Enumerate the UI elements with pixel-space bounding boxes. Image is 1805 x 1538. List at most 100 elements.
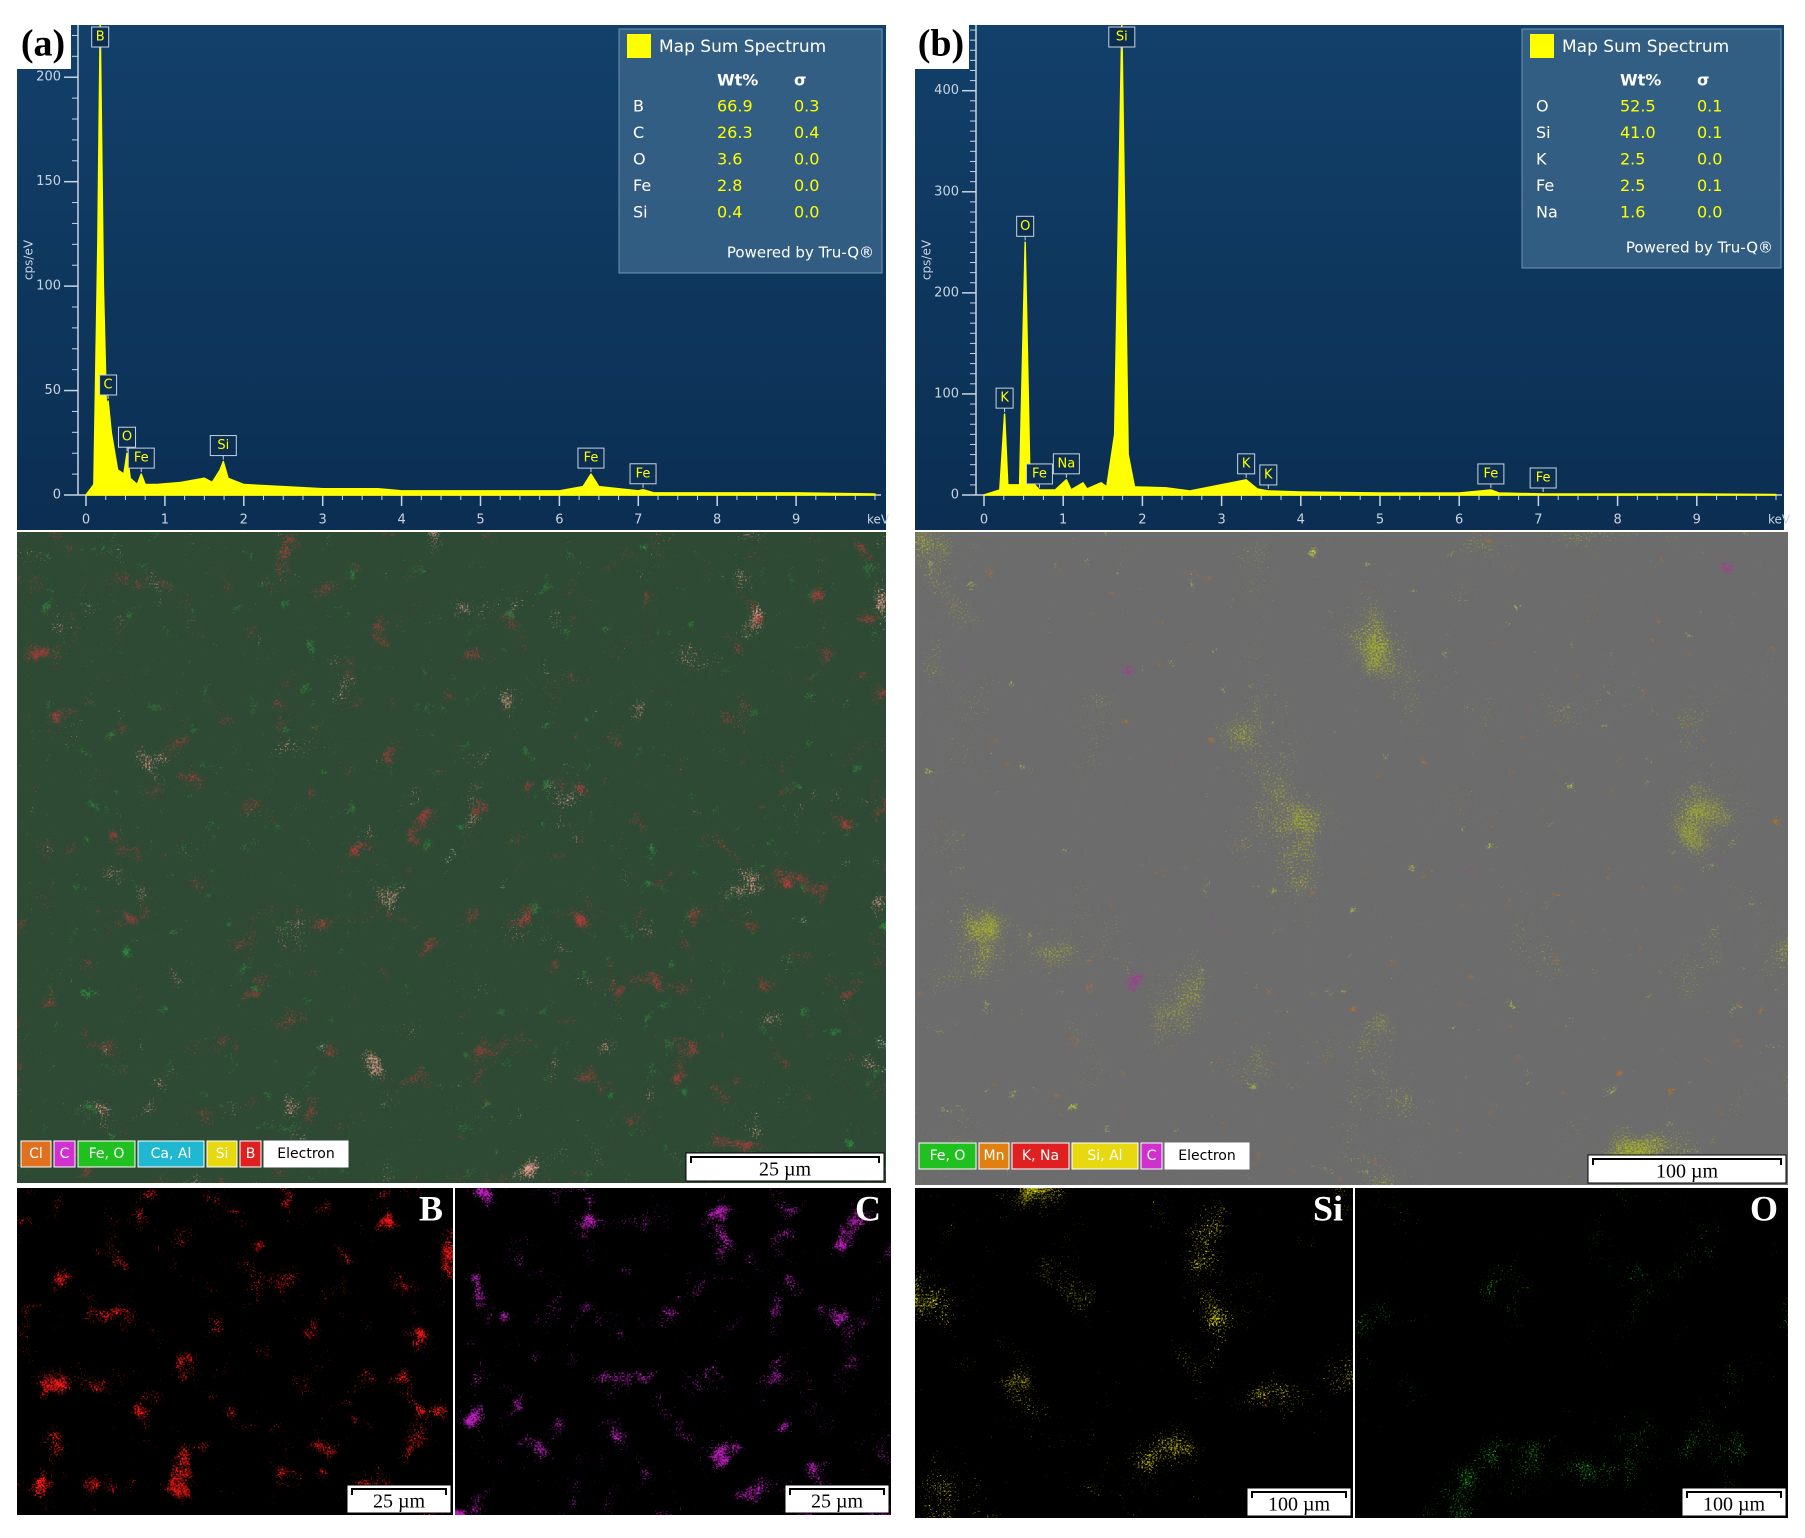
peak-label-box [1237,453,1256,475]
legend-chip [263,1140,349,1168]
table-value: 2.5 [1620,176,1645,195]
legend-chip-label: Mn [984,1148,1005,1164]
peak-label: Si [1116,30,1128,45]
peak-label: K [1242,456,1251,471]
scale-bar [789,1488,885,1495]
legend-label: Map Sum Spectrum [659,37,826,57]
legend-chip-label: B [246,1146,256,1162]
legend-label: Map Sum Spectrum [1562,37,1729,57]
summary-box [618,28,883,274]
peak-label-box [1016,215,1035,237]
peak-label-box [1025,463,1053,485]
x-tick-label: 7 [634,513,642,528]
peak-label: Fe [1483,466,1498,481]
legend-chip-label: Si [216,1146,229,1162]
table-value: 0.1 [1697,97,1722,116]
element-label: O [1750,1188,1778,1228]
table-element: Na [1536,203,1558,222]
table-element: B [633,97,644,116]
table-value: 2.5 [1620,150,1645,169]
table-value: 3.6 [717,150,742,169]
peak-label: Fe [134,451,149,466]
table-value: 0.1 [1697,176,1722,195]
table-header: σ [794,71,806,90]
x-axis-label: keV [867,513,890,527]
peak-label-box [99,374,118,396]
peak-label: O [1020,219,1030,234]
scale-bar [1592,1158,1782,1165]
panel-label: (a) [21,23,65,65]
table-value: 0.3 [794,97,819,116]
map-texture [17,532,886,1183]
peak-label: Fe [1032,466,1047,481]
table-value: 41.0 [1620,123,1656,142]
legend-chip [20,1140,52,1168]
x-tick-label: 1 [1059,513,1067,528]
table-element: Fe [1536,176,1554,195]
table-header: σ [1697,71,1709,90]
peak-label: K [1000,391,1009,406]
peak-label-box [995,387,1014,409]
table-header: Wt% [1620,71,1661,90]
table-element: O [1536,97,1549,116]
x-tick-label: 2 [1138,513,1146,528]
scale-bar-label: 100 µm [1656,1161,1719,1183]
legend-chip-label: C [60,1146,70,1162]
y-tick-label: 0 [951,488,959,503]
table-value: 1.6 [1620,203,1645,222]
legend-chip-label: K, Na [1022,1148,1059,1164]
x-tick-label: 9 [1693,513,1701,528]
legend-swatch [627,34,651,58]
legend-chip [978,1142,1010,1170]
peak-label: Fe [636,466,651,481]
x-tick-label: 5 [476,513,484,528]
table-value: 52.5 [1620,97,1656,116]
y-tick-label: 0 [53,488,61,503]
table-value: 0.0 [794,176,819,195]
y-tick-label: 200 [934,285,959,300]
x-tick-label: 3 [1217,513,1225,528]
peak-label: C [104,378,113,393]
legend-chip [1164,1142,1250,1170]
legend-chip [77,1140,136,1168]
peak-label-box [1052,453,1080,475]
y-axis-label: cps/eV [22,239,36,280]
table-element: Fe [633,176,651,195]
table-element: Si [633,203,648,222]
table-element: Si [1536,123,1551,142]
table-value: 2.8 [717,176,742,195]
peak-label: Si [217,438,229,453]
peak-label-box [1529,467,1557,489]
legend-chip [918,1142,977,1170]
scale-bar-label: 25 µm [373,1491,426,1513]
y-tick-label: 300 [934,184,959,199]
spectrum-line [983,24,1777,496]
x-tick-label: 6 [555,513,563,528]
y-tick-label: 100 [934,386,959,401]
legend-chip-label: C [1147,1148,1157,1164]
element-label: Si [1313,1188,1343,1228]
x-tick-label: 0 [980,513,988,528]
map-texture [455,1188,891,1515]
legend-chip-label: Fe, O [89,1146,125,1162]
peak-label: B [96,30,105,45]
x-tick-label: 8 [713,513,721,528]
table-element: K [1536,150,1547,169]
x-tick-label: 5 [1376,513,1384,528]
element-label: B [419,1188,443,1228]
scale-bar [351,1488,447,1495]
map-texture [17,1188,453,1515]
x-tick-label: 2 [240,513,248,528]
legend-chip [1011,1142,1070,1170]
summary-footer: Powered by Tru-Q® [1626,239,1773,257]
element-label: C [855,1188,881,1228]
map-texture [915,532,1788,1185]
table-element: C [633,123,644,142]
scale-bar-label: 25 µm [811,1491,864,1513]
panel-label: (b) [918,23,964,65]
table-value: 0.0 [794,150,819,169]
legend-chip-label: Electron [277,1146,334,1162]
panel-label-bg [913,25,969,69]
